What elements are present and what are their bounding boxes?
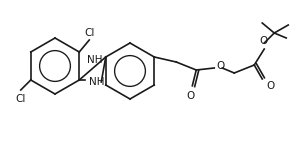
Text: O: O [259,36,267,46]
Text: O: O [266,81,274,91]
Text: NH: NH [89,77,105,87]
Text: O: O [186,91,194,101]
Text: Cl: Cl [15,94,26,104]
Text: Cl: Cl [84,28,95,38]
Text: NH: NH [87,54,102,65]
Text: O: O [216,61,224,71]
